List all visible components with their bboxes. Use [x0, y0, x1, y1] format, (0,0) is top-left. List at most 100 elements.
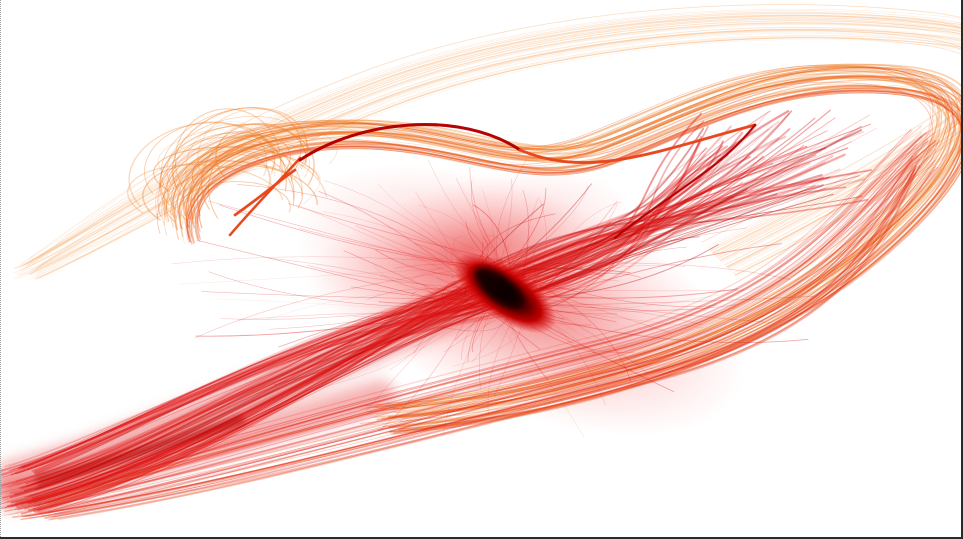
orange-loop	[196, 89, 963, 432]
red-strands	[171, 123, 814, 438]
curl-stroke	[188, 151, 272, 208]
orange-loop	[182, 63, 959, 407]
hair-strand	[538, 203, 619, 299]
orange-loop	[183, 76, 960, 419]
orange-loop	[190, 68, 963, 411]
canvas-edge-left	[0, 0, 1, 539]
faint-loop	[13, 36, 963, 279]
wisp-stroke	[233, 168, 297, 217]
hair-strand	[455, 177, 507, 269]
lower-band	[35, 155, 914, 514]
orange-loop	[187, 90, 963, 433]
faint-loop	[14, 20, 963, 270]
faint-loop	[16, 28, 963, 275]
lower-band	[37, 148, 919, 511]
hair-strand	[389, 294, 465, 371]
hair-strand	[194, 266, 486, 339]
orange-loop	[189, 86, 963, 429]
orange-loop	[172, 68, 949, 412]
orange-loop	[197, 65, 963, 407]
lower-band	[51, 166, 939, 518]
faint-loop	[33, 37, 963, 280]
lower-band	[49, 144, 917, 509]
orange-loop	[170, 65, 947, 408]
hair-strand	[527, 211, 694, 296]
orange-loop	[163, 64, 940, 407]
orange-loop	[162, 65, 939, 408]
hair-strand	[266, 292, 478, 320]
faint-loop	[22, 14, 963, 267]
faint-loop	[31, 13, 963, 265]
faint-loop	[29, 12, 963, 265]
curl-stroke	[159, 123, 315, 205]
curl-stroke	[185, 123, 276, 195]
hair-strand	[523, 264, 686, 281]
wisp-stroke	[228, 156, 302, 237]
orange-loop	[188, 67, 963, 410]
lower-band	[21, 172, 917, 520]
orange-loop	[186, 85, 963, 428]
faint-loop	[37, 26, 963, 274]
faint-loop	[13, 26, 963, 274]
hair-strand	[486, 235, 516, 270]
hair-strand	[502, 241, 668, 277]
orange-loop	[188, 91, 963, 435]
lower-band	[49, 172, 932, 520]
lower-band	[44, 169, 915, 519]
wisp-stroke	[613, 123, 757, 240]
orange-loop	[197, 63, 963, 407]
hair-strand	[214, 298, 467, 315]
hair-strand	[521, 276, 718, 307]
hair-strand	[507, 185, 589, 272]
hair-strand	[535, 220, 643, 293]
wisp-stroke	[614, 124, 756, 239]
orange-loop	[187, 68, 963, 410]
hair-strand	[509, 262, 791, 281]
hair-strand	[533, 251, 562, 275]
orange-loop	[155, 67, 931, 410]
orange-loop	[186, 85, 962, 428]
orange-loop	[185, 90, 962, 433]
faint-loop	[30, 29, 963, 275]
orange-loop	[181, 91, 958, 434]
wisp-stroke	[518, 123, 757, 164]
curl-stroke	[143, 121, 268, 194]
hair-strand	[372, 264, 473, 298]
orange-loop	[190, 66, 963, 409]
faint-loop	[32, 22, 963, 271]
orange-loop	[197, 84, 963, 427]
lower-band	[12, 167, 917, 519]
orange-loop	[175, 87, 952, 430]
hair-strand	[237, 312, 524, 321]
faint-loop	[14, 18, 963, 269]
lower-band	[20, 165, 914, 517]
hair-strand	[534, 200, 618, 302]
hair-strand	[195, 298, 517, 337]
orange-loop	[177, 67, 953, 409]
curl-stroke	[179, 181, 291, 224]
orange-loop	[164, 70, 941, 413]
lower-band	[4, 153, 917, 512]
orange-loop	[172, 75, 949, 418]
orange-loop	[157, 81, 933, 424]
lower-band	[41, 159, 913, 515]
hair-strand	[506, 227, 748, 276]
wisp-stroke	[229, 157, 301, 236]
lower-band	[41, 164, 918, 517]
faint-loop	[27, 13, 963, 265]
curl-stroke	[174, 108, 281, 191]
wisp-stroke	[614, 124, 756, 239]
lower-band	[4, 163, 929, 516]
hair-strand	[525, 183, 748, 273]
faint-loop	[26, 11, 963, 265]
wisp-stroke	[234, 169, 296, 216]
hair-strand	[179, 266, 480, 285]
hair-strand	[366, 288, 462, 300]
faint-loop	[32, 24, 963, 272]
lower-band	[52, 166, 938, 518]
lower-band	[14, 149, 932, 511]
hair-strand	[380, 275, 464, 295]
orange-loop	[197, 79, 963, 423]
wisp-stroke	[614, 124, 756, 239]
